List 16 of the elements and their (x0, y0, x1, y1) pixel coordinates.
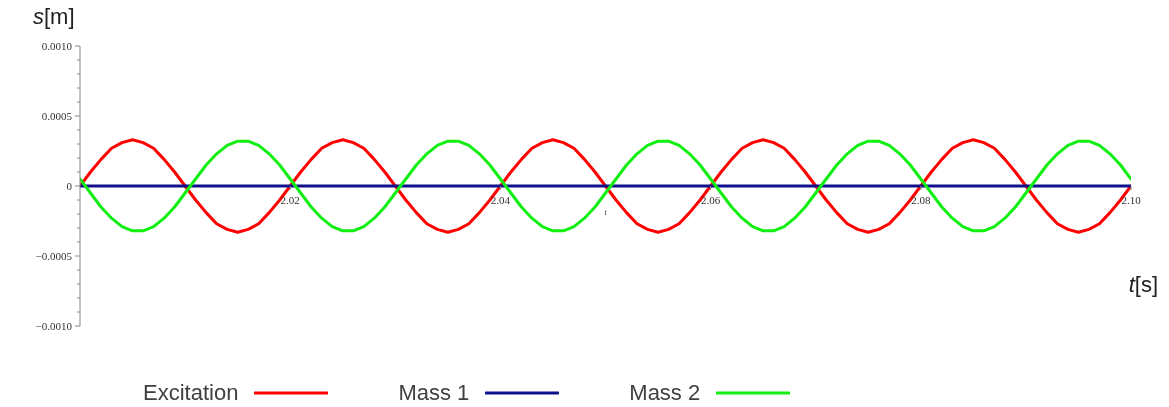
x-tick-label: 2.04 (490, 194, 511, 206)
x-tick-label: 2.02 (280, 194, 300, 206)
y-tick-label: −0.0010 (35, 320, 73, 332)
y-tick-label: −0.0005 (35, 250, 73, 262)
legend-label: Mass 2 (629, 380, 701, 406)
y-tick-label: 0 (66, 180, 73, 192)
y-axis-title: s[m] (33, 4, 75, 29)
legend-label: Excitation (143, 380, 239, 406)
x-tick-label: 2.10 (1121, 194, 1142, 206)
x-tick-label: 2.06 (700, 194, 721, 206)
x-axis-title: t[s] (1128, 272, 1158, 297)
x-tick-label: 2.08 (911, 194, 931, 206)
y-tick-label: 0.0005 (41, 110, 73, 122)
annotation: t (603, 208, 608, 218)
legend-label: Mass 1 (398, 380, 470, 406)
y-tick-label: 0.0010 (41, 40, 73, 52)
